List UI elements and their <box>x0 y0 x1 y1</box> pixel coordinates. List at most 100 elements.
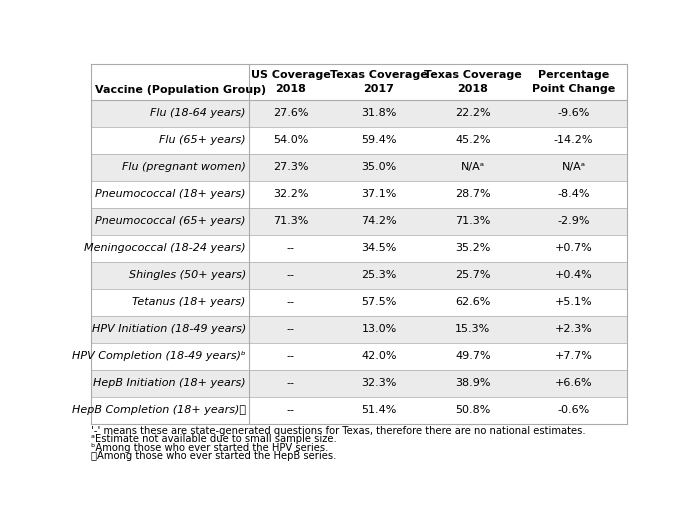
Bar <box>332 262 426 289</box>
Text: -2.9%: -2.9% <box>557 216 590 226</box>
Bar <box>249 289 332 316</box>
Text: Vaccine (Population Group): Vaccine (Population Group) <box>95 85 266 95</box>
Bar <box>426 370 520 397</box>
Text: 28.7%: 28.7% <box>455 189 491 199</box>
Text: --: -- <box>286 270 295 280</box>
Text: Percentage
Point Change: Percentage Point Change <box>532 70 615 94</box>
Text: 32.3%: 32.3% <box>361 379 397 388</box>
Text: +6.6%: +6.6% <box>555 379 592 388</box>
Text: 27.3%: 27.3% <box>273 162 309 172</box>
Bar <box>249 64 332 100</box>
Text: HPV Completion (18-49 years)ᵇ: HPV Completion (18-49 years)ᵇ <box>72 352 246 361</box>
Bar <box>91 343 249 370</box>
Text: +0.7%: +0.7% <box>554 243 592 253</box>
Text: 50.8%: 50.8% <box>455 406 491 415</box>
Bar <box>249 100 332 127</box>
Bar <box>426 208 520 235</box>
Text: Meningococcal (18-24 years): Meningococcal (18-24 years) <box>84 243 246 253</box>
Text: HPV Initiation (18-49 years): HPV Initiation (18-49 years) <box>91 324 246 334</box>
Bar <box>91 208 249 235</box>
Text: +5.1%: +5.1% <box>555 297 592 307</box>
Bar <box>520 316 627 343</box>
Bar <box>520 397 627 424</box>
Bar <box>520 289 627 316</box>
Text: 34.5%: 34.5% <box>361 243 397 253</box>
Bar <box>332 343 426 370</box>
Bar <box>91 370 249 397</box>
Text: 31.8%: 31.8% <box>361 108 397 118</box>
Text: 35.2%: 35.2% <box>455 243 491 253</box>
Text: 37.1%: 37.1% <box>361 189 397 199</box>
Bar <box>520 64 627 100</box>
Bar <box>332 316 426 343</box>
Text: 32.2%: 32.2% <box>273 189 309 199</box>
Bar <box>91 316 249 343</box>
Text: 25.3%: 25.3% <box>361 270 397 280</box>
Bar <box>249 235 332 262</box>
Text: Flu (pregnant women): Flu (pregnant women) <box>122 162 246 172</box>
Text: N/Aᵃ: N/Aᵃ <box>461 162 485 172</box>
Bar <box>520 235 627 262</box>
Text: 74.2%: 74.2% <box>361 216 397 226</box>
Bar <box>520 100 627 127</box>
Text: +0.4%: +0.4% <box>554 270 592 280</box>
Text: Flu (18-64 years): Flu (18-64 years) <box>150 108 246 118</box>
Bar <box>91 235 249 262</box>
Bar <box>426 289 520 316</box>
Bar <box>91 154 249 181</box>
Bar <box>91 100 249 127</box>
Text: --: -- <box>286 297 295 307</box>
Bar <box>332 154 426 181</box>
Bar <box>426 100 520 127</box>
Bar <box>332 235 426 262</box>
Bar <box>91 397 249 424</box>
Text: 13.0%: 13.0% <box>361 324 397 334</box>
Bar <box>426 64 520 100</box>
Text: -9.6%: -9.6% <box>557 108 590 118</box>
Text: Texas Coverage
2018: Texas Coverage 2018 <box>424 70 522 94</box>
Text: --: -- <box>286 324 295 334</box>
Bar <box>332 100 426 127</box>
Text: 71.3%: 71.3% <box>273 216 308 226</box>
Bar <box>249 316 332 343</box>
Bar <box>520 262 627 289</box>
Text: 57.5%: 57.5% <box>361 297 397 307</box>
Bar <box>520 127 627 154</box>
Text: HepB Completion (18+ years)ၣ: HepB Completion (18+ years)ၣ <box>72 406 246 415</box>
Text: ᵇAmong those who ever started the HPV series.: ᵇAmong those who ever started the HPV se… <box>91 443 328 453</box>
Bar <box>91 262 249 289</box>
Bar <box>249 343 332 370</box>
Text: HepB Initiation (18+ years): HepB Initiation (18+ years) <box>93 379 246 388</box>
Text: -14.2%: -14.2% <box>554 135 593 145</box>
Text: --: -- <box>286 379 295 388</box>
Bar <box>426 181 520 208</box>
Text: 54.0%: 54.0% <box>273 135 308 145</box>
Bar <box>249 397 332 424</box>
Bar <box>520 181 627 208</box>
Bar <box>249 181 332 208</box>
Text: +7.7%: +7.7% <box>554 352 592 361</box>
Text: --: -- <box>286 406 295 415</box>
Bar <box>249 262 332 289</box>
Text: '-' means these are state-generated questions for Texas, therefore there are no : '-' means these are state-generated ques… <box>91 426 585 436</box>
Text: N/Aᵃ: N/Aᵃ <box>561 162 585 172</box>
Text: Pneumococcal (65+ years): Pneumococcal (65+ years) <box>95 216 246 226</box>
Text: 38.9%: 38.9% <box>455 379 491 388</box>
Text: Texas Coverage
2017: Texas Coverage 2017 <box>330 70 428 94</box>
Text: 35.0%: 35.0% <box>361 162 397 172</box>
Bar <box>332 181 426 208</box>
Text: US Coverage
2018: US Coverage 2018 <box>251 70 331 94</box>
Text: ᵃEstimate not available due to small sample size.: ᵃEstimate not available due to small sam… <box>91 434 336 445</box>
Text: 49.7%: 49.7% <box>455 352 491 361</box>
Bar <box>426 127 520 154</box>
Bar <box>426 343 520 370</box>
Bar <box>332 370 426 397</box>
Text: +2.3%: +2.3% <box>554 324 592 334</box>
Text: 59.4%: 59.4% <box>361 135 397 145</box>
Bar <box>520 208 627 235</box>
Bar <box>332 289 426 316</box>
Text: --: -- <box>286 243 295 253</box>
Text: 15.3%: 15.3% <box>455 324 491 334</box>
Text: 27.6%: 27.6% <box>273 108 309 118</box>
Bar <box>426 235 520 262</box>
